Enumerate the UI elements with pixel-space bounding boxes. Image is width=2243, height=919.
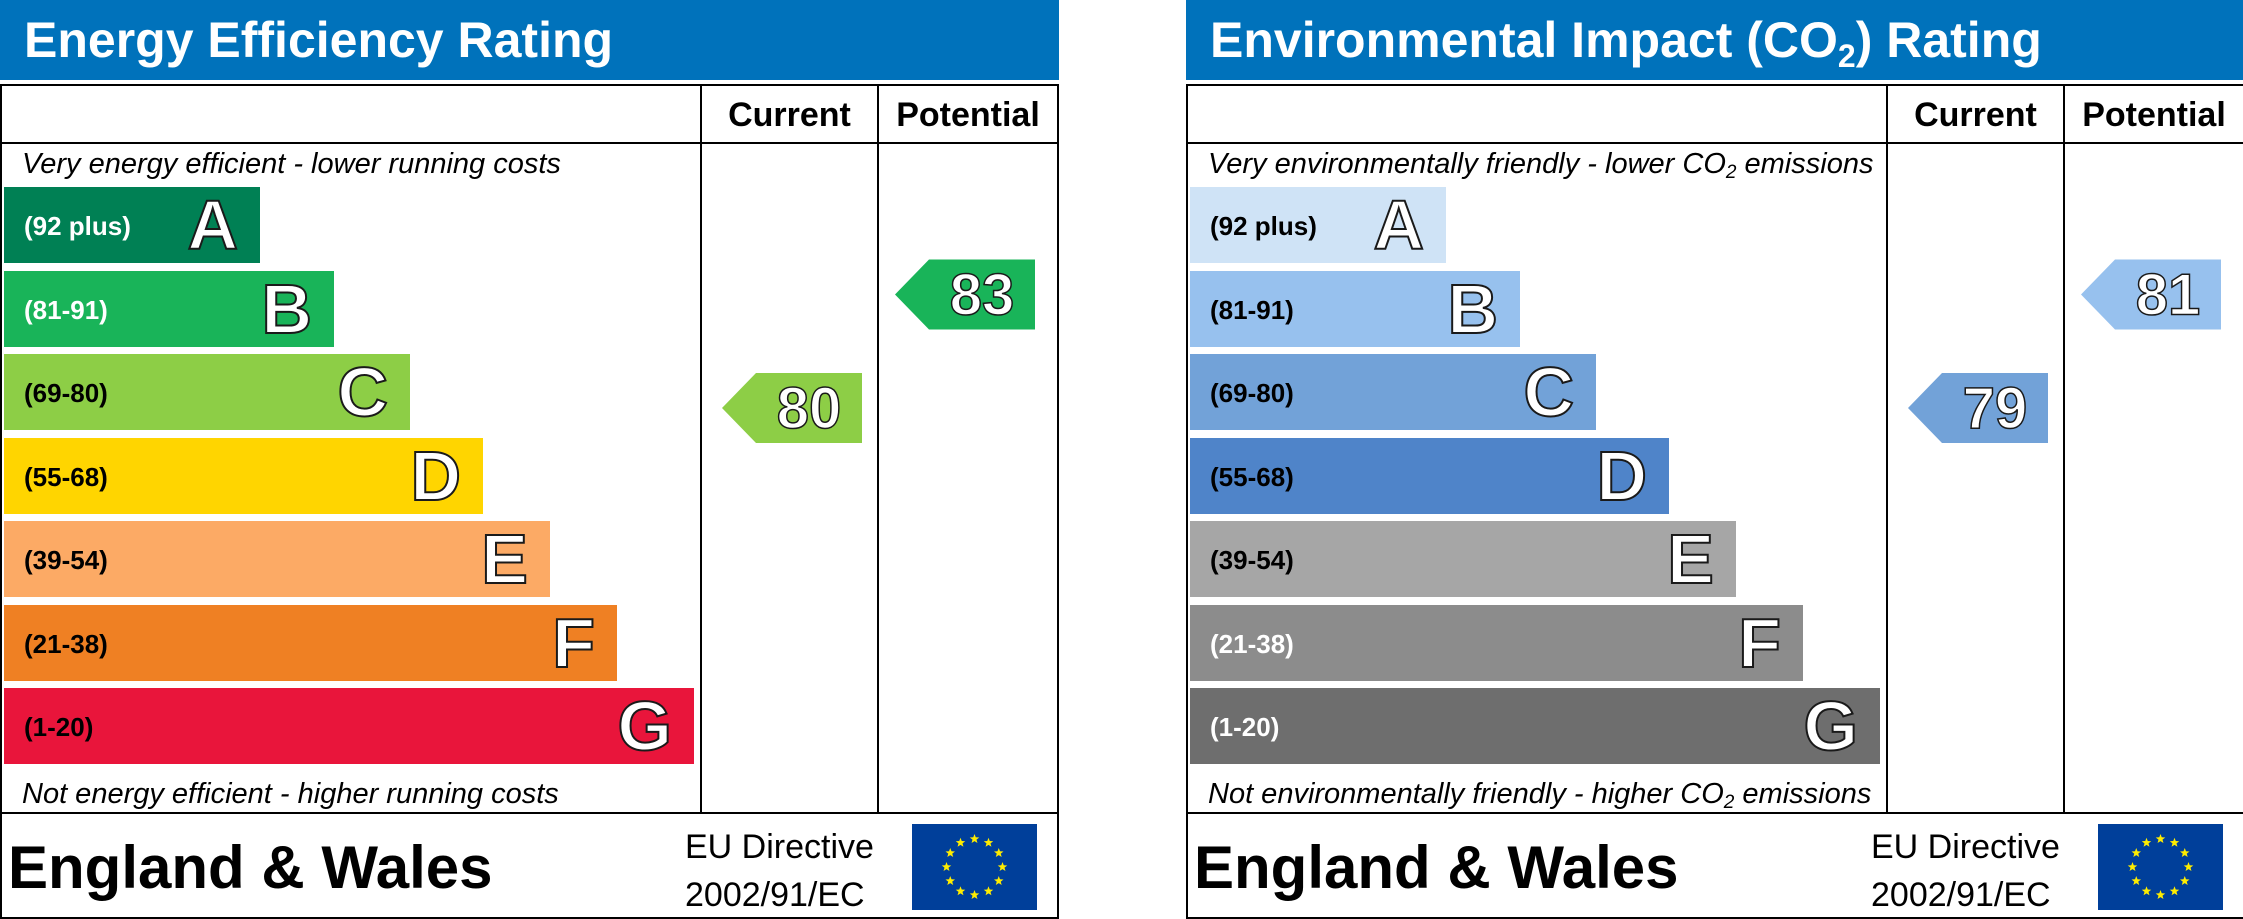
chart-title: Environmental Impact (CO2) Rating (1186, 0, 2243, 80)
directive-line-1: EU Directive (1871, 828, 2060, 866)
chart-title: Energy Efficiency Rating (0, 0, 1059, 80)
band-range-label: (81-91) (24, 294, 108, 325)
header-divider (0, 142, 1059, 144)
potential-rating-arrow-value: 83 (950, 263, 1015, 328)
band-range-label: (69-80) (1210, 378, 1294, 408)
band-letter: G (617, 687, 673, 765)
band-range-label: (39-54) (1210, 545, 1294, 575)
band-letter: F (551, 603, 596, 682)
band-letter: F (1737, 603, 1782, 682)
current-rating-arrow-value: 80 (777, 376, 842, 441)
potential-column-divider (2063, 84, 2065, 813)
rating-band-e: (39-54) E (1190, 520, 1736, 598)
rating-band-d: (55-68) D (1190, 436, 1669, 515)
bottom-caption: Not environmentally friendly - higher CO… (1208, 778, 1872, 813)
rating-band-b: (81-91) B (1190, 269, 1520, 348)
band-range-label: (1-20) (1210, 712, 1280, 742)
band-letter: C (336, 353, 389, 431)
potential-rating-arrow-value: 81 (2136, 263, 2201, 328)
band-letter: B (260, 269, 313, 348)
potential-column-divider (877, 84, 879, 813)
rating-band-d: (55-68) D (4, 436, 483, 515)
rating-band-g: (1-20) G (4, 687, 694, 765)
header-divider (1186, 142, 2243, 144)
band-range-label: (69-80) (24, 378, 108, 408)
band-range-label: (55-68) (24, 461, 108, 492)
eu-flag-icon (912, 824, 1037, 910)
band-letter: G (1803, 687, 1859, 765)
rating-band-a: (92 plus) A (1190, 186, 1446, 264)
band-range-label: (55-68) (1210, 461, 1294, 492)
footer-divider (0, 812, 1059, 814)
current-column-divider (700, 84, 702, 813)
footer-divider (1186, 812, 2243, 814)
rating-band-a: (92 plus) A (4, 186, 260, 264)
rating-band-c: (69-80) C (1190, 353, 1596, 431)
rating-band-b: (81-91) B (4, 269, 334, 348)
band-letter: A (186, 186, 239, 264)
top-caption: Very energy efficient - lower running co… (22, 148, 561, 180)
bottom-caption: Not energy efficient - higher running co… (22, 778, 559, 810)
current-rating-arrow: 79 (1908, 373, 2048, 443)
rating-arrows: 79 81 (1908, 259, 2221, 443)
current-rating-arrow: 80 (722, 373, 862, 443)
chart-frame (0, 84, 1059, 919)
rating-band-e: (39-54) E (4, 520, 550, 598)
eu-flag-icon (2098, 824, 2223, 910)
rating-arrows: 80 83 (722, 259, 1035, 443)
band-letter: E (480, 520, 529, 598)
band-range-label: (81-91) (1210, 294, 1294, 325)
directive-line-2: 2002/91/EC (1871, 876, 2051, 914)
band-range-label: (92 plus) (1210, 211, 1317, 241)
chart-frame (1186, 84, 2243, 919)
column-header-potential: Potential (2082, 96, 2226, 134)
directive-line-1: EU Directive (685, 828, 874, 866)
column-header-current: Current (728, 96, 851, 134)
rating-band-c: (69-80) C (4, 353, 410, 431)
footer-country: England & Wales (8, 834, 493, 901)
band-letter: C (1522, 353, 1575, 431)
column-header-current: Current (1914, 96, 2037, 134)
band-range-label: (39-54) (24, 545, 108, 575)
band-letter: B (1446, 269, 1499, 348)
rating-band-f: (21-38) F (4, 603, 617, 682)
environmental-impact-chart: Environmental Impact (CO2) Rating Curren… (1186, 0, 2243, 919)
footer-directive: EU Directive 2002/91/EC (685, 823, 874, 919)
potential-rating-arrow: 81 (2081, 259, 2221, 330)
directive-line-2: 2002/91/EC (685, 876, 865, 914)
footer-directive: EU Directive 2002/91/EC (1871, 823, 2060, 919)
band-range-label: (1-20) (24, 712, 94, 742)
band-letter: D (1595, 436, 1648, 515)
current-rating-arrow-value: 79 (1963, 376, 2028, 441)
band-letter: A (1372, 186, 1425, 264)
current-column-divider (1886, 84, 1888, 813)
footer-country: England & Wales (1194, 834, 1679, 901)
energy-efficiency-chart: Energy Efficiency Rating Current Potenti… (0, 0, 1059, 919)
band-range-label: (92 plus) (24, 211, 131, 241)
band-letter: D (409, 436, 462, 515)
column-header-potential: Potential (896, 96, 1040, 134)
rating-band-f: (21-38) F (1190, 603, 1803, 682)
band-range-label: (21-38) (24, 628, 108, 659)
top-caption: Very environmentally friendly - lower CO… (1208, 148, 1874, 183)
potential-rating-arrow: 83 (895, 259, 1035, 330)
band-letter: E (1666, 520, 1715, 598)
rating-band-g: (1-20) G (1190, 687, 1880, 765)
band-range-label: (21-38) (1210, 628, 1294, 659)
